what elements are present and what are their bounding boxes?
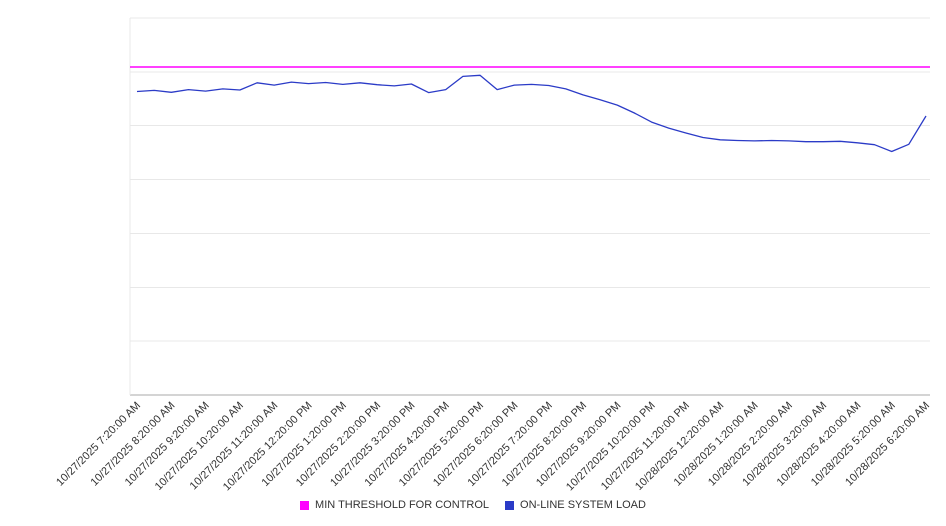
chart-legend: MIN THRESHOLD FOR CONTROL ON-LINE SYSTEM…	[0, 499, 946, 511]
load-line	[136, 74, 927, 153]
legend-item-load[interactable]: ON-LINE SYSTEM LOAD	[505, 499, 646, 511]
load-swatch-icon	[505, 500, 515, 510]
legend-label-threshold: MIN THRESHOLD FOR CONTROL	[315, 499, 490, 511]
legend-item-threshold[interactable]: MIN THRESHOLD FOR CONTROL	[300, 499, 489, 511]
threshold-swatch-icon	[300, 500, 310, 510]
legend-label-load: ON-LINE SYSTEM LOAD	[520, 499, 646, 511]
